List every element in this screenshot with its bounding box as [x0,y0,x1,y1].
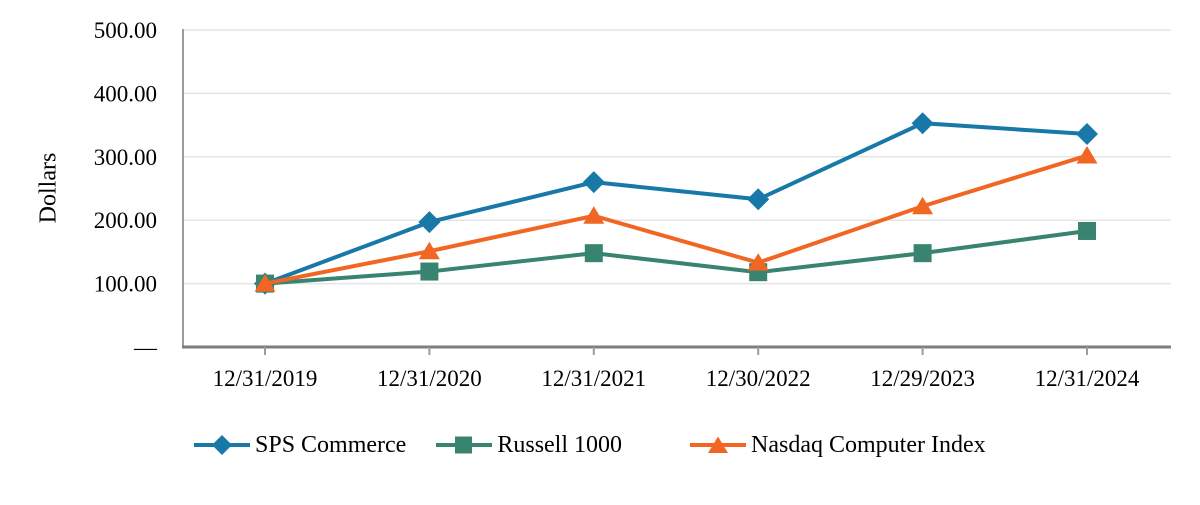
series-line-nasdaq-computer-index [264,153,1088,286]
marker-diamond-sps-commerce [1076,122,1098,145]
legend-item-sps-commerce: SPS Commerce [193,432,406,459]
series-line-russell-1000 [264,228,1088,286]
marker-diamond-sps-commerce [582,171,605,194]
marker-triangle-nasdaq-computer-index [583,206,605,224]
legend-item-nasdaq-computer-index: Nasdaq Computer Index [689,432,986,459]
x-tick-label: 12/31/2024 [1035,366,1140,391]
x-tick-label: 12/30/2022 [706,366,811,391]
marker-triangle-nasdaq-computer-index [747,253,769,271]
legend-label-nasdaq-computer-index: Nasdaq Computer Index [751,431,986,458]
chart-legend: SPS Commerce Russell 1000 Nasdaq Compute… [193,431,986,459]
x-tick-label: 12/31/2020 [377,366,482,391]
legend-item-russell-1000: Russell 1000 [435,432,622,459]
marker-triangle-nasdaq-computer-index [1076,146,1098,164]
y-tick-label: 200.00 [94,208,157,233]
marker-triangle-nasdaq-computer-index [254,274,276,292]
x-tick-label: 12/31/2021 [541,366,646,391]
x-tick-label: 12/29/2023 [870,366,975,391]
russell-1000-square-marker-icon [436,436,493,454]
marker-triangle-nasdaq-computer-index [418,241,440,260]
marker-square-russell-1000 [1078,221,1096,240]
x-tick-label: 12/31/2019 [213,366,318,391]
y-tick-label: 400.00 [94,81,157,106]
marker-diamond-sps-commerce [747,188,770,211]
y-axis-title: Dollars [35,152,62,224]
y-tick-label: 100.00 [94,272,157,297]
legend-label-sps-commerce: SPS Commerce [255,431,407,458]
marker-square-russell-1000 [584,244,603,263]
y-tick-label: 300.00 [94,145,157,170]
marker-triangle-nasdaq-computer-index [912,196,934,215]
marker-diamond-sps-commerce [911,112,934,135]
y-tick-label: — [133,335,158,360]
sps-commerce-diamond-marker-icon [194,435,250,455]
marker-square-russell-1000 [420,262,439,281]
y-tick-label: 500.00 [94,18,157,43]
legend-label-russell-1000: Russell 1000 [497,431,623,458]
marker-diamond-sps-commerce [418,211,441,234]
marker-square-russell-1000 [913,244,932,263]
series-line-sps-commerce [264,121,1088,286]
nasdaq-computer-index-triangle-marker-icon [690,436,747,453]
